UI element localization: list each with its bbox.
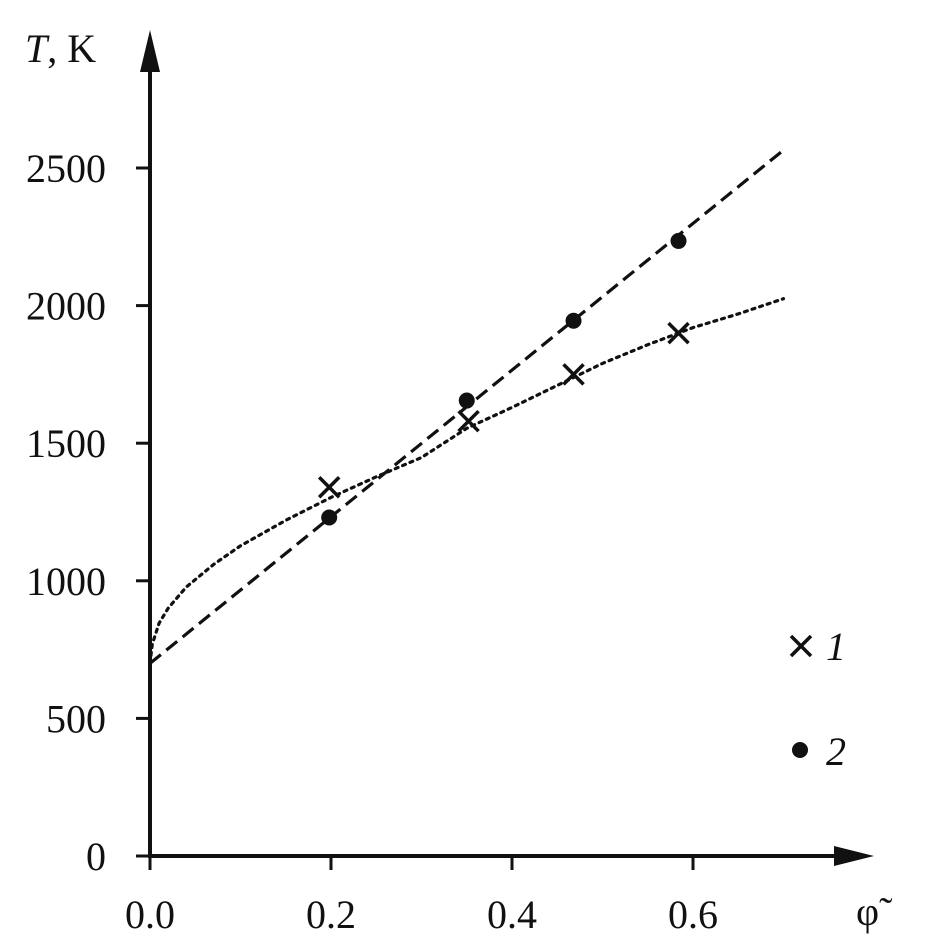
dot-marker [321, 509, 338, 526]
dot-marker [565, 312, 582, 329]
y-tick-label: 1500 [26, 421, 106, 466]
y-axis-arrowhead [140, 30, 160, 72]
x-tick-label: 0.0 [125, 892, 175, 937]
legend-dot-icon [792, 742, 808, 758]
y-axis-symbol: T [25, 26, 50, 71]
y-tick-label: 500 [46, 696, 106, 741]
cross-stroke [667, 321, 690, 345]
cross-stroke [317, 475, 341, 499]
fit-curve-series-1 [148, 297, 786, 666]
cross-marker [317, 475, 341, 499]
x-tick-label: 0.2 [306, 892, 356, 937]
legend: 1 2 [789, 624, 846, 774]
y-axis-unit: , K [47, 26, 96, 71]
cross-stroke [457, 409, 480, 433]
x-axis-arrowhead [834, 846, 874, 866]
x-tick-label: 0.4 [487, 892, 537, 937]
cross-marker [457, 409, 480, 433]
y-ticks: 0 500 1000 1500 2000 2500 [26, 146, 150, 879]
x-axis-title: φ̃ [856, 889, 893, 934]
x-tick-label: 0.6 [668, 892, 718, 937]
dot-marker [458, 392, 475, 409]
y-tick-label: 2500 [26, 146, 106, 191]
dot-marker [670, 232, 687, 249]
y-axis [140, 30, 160, 856]
cross-marker [562, 363, 585, 386]
data-markers [317, 232, 690, 526]
legend-item-1: 1 [789, 624, 846, 669]
x-axis [148, 846, 874, 866]
legend-cross-icon [789, 634, 813, 658]
legend-item-2: 2 [792, 729, 846, 774]
y-axis-title: T, K [25, 26, 96, 71]
legend-label-2: 2 [826, 729, 846, 774]
cross-stroke [562, 363, 585, 386]
y-tick-label: 2000 [26, 284, 106, 329]
x-ticks: 0.0 0.2 0.4 0.6 [125, 856, 718, 937]
y-tick-label: 0 [86, 834, 106, 879]
y-tick-label: 1000 [26, 559, 106, 604]
legend-label-1: 1 [826, 624, 846, 669]
cross-marker [667, 321, 690, 345]
